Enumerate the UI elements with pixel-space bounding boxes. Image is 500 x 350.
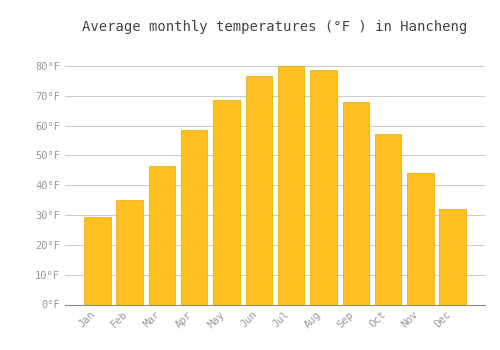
Bar <box>278 66 304 304</box>
Bar <box>116 200 143 304</box>
Bar <box>407 173 434 304</box>
Bar <box>375 134 402 304</box>
Bar <box>214 100 240 304</box>
Bar <box>84 217 110 304</box>
Bar <box>342 102 369 304</box>
Bar <box>310 70 336 304</box>
Bar <box>246 76 272 304</box>
Bar <box>181 130 208 304</box>
Title: Average monthly temperatures (°F ) in Hancheng: Average monthly temperatures (°F ) in Ha… <box>82 20 468 34</box>
Bar <box>440 209 466 304</box>
Bar <box>148 166 175 304</box>
